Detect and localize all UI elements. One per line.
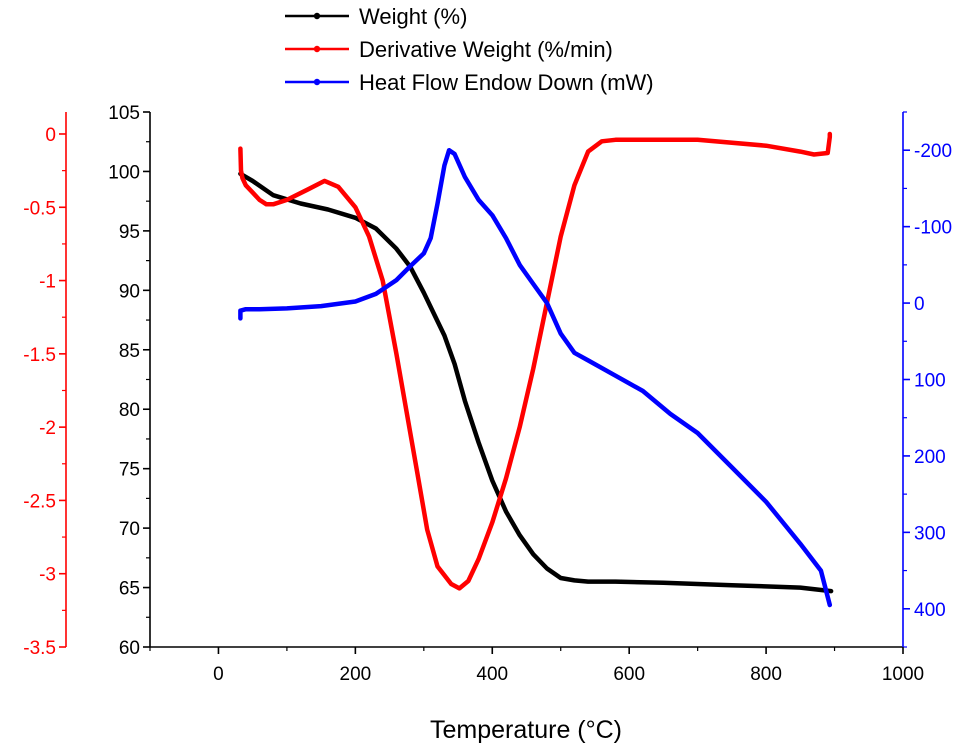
legend-heat-flow-marker [313,78,321,86]
axes-frame [149,112,903,648]
weight-tick-label: 60 [119,638,140,659]
temperature-axis: 0 200 400 600 800 1000 [149,647,924,685]
legend-derivative-weight-marker [313,45,321,53]
weight-axis: 60 65 70 75 80 85 90 95 100 105 [108,103,150,659]
legend-weight-marker [313,12,321,20]
derivative-tick-label: -0.5 [23,198,56,219]
derivative-tick-label: -1 [39,272,56,293]
heat-flow-tick-label: 0 [914,294,925,315]
weight-tick-label: 85 [119,341,140,362]
derivative-tick-label: -2.5 [23,491,56,512]
legend-weight-label: Weight (%) [359,4,467,29]
heat-flow-tick-label: 100 [914,371,946,392]
weight-tick-label: 80 [119,400,140,421]
x-tick-label: 800 [750,664,782,685]
heat-flow-tick-label: 200 [914,447,946,468]
heat-flow-tick-label: -200 [914,141,952,162]
series-layer [238,131,834,608]
x-tick-label: 0 [213,664,224,685]
x-tick-label: 400 [476,664,508,685]
derivative-axis: -3.5 -3 -2.5 -2 -1.5 -1 -0.5 0 [23,112,67,659]
heat-flow-tick-label: 300 [914,523,946,544]
x-tick-label: 200 [340,664,372,685]
derivative-tick-label: -3 [39,565,56,586]
weight-tick-label: 100 [108,162,140,183]
weight-tick-label: 105 [108,103,140,124]
legend: Weight (%) Derivative Weight (%/min) Heat … [285,4,654,95]
heat-flow-axis: -200 -100 0 100 200 300 400 [902,111,952,648]
weight-tick-label: 90 [119,281,140,302]
x-tick-label: 1000 [882,664,924,685]
weight-tick-label: 95 [119,222,140,243]
derivative-tick-label: -2 [39,418,56,439]
derivative-tick-label: -1.5 [23,345,56,366]
heat-flow-tick-label: -100 [914,218,952,239]
x-tick-label: 600 [613,664,645,685]
derivative-weight-series [238,131,833,591]
legend-derivative-weight-label: Derivative Weight (%/min) [359,37,613,62]
derivative-tick-label: 0 [45,125,56,146]
heat-flow-tick-label: 400 [914,600,946,621]
heat-flow-series [238,147,833,608]
x-axis-title: Temperature (°C) [430,716,622,744]
weight-tick-label: 70 [119,519,140,540]
weight-tick-label: 65 [119,579,140,600]
weight-series [238,171,834,594]
legend-heat-flow-label: Heat Flow Endow Down (mW) [359,70,654,95]
derivative-tick-label: -3.5 [23,638,56,659]
weight-tick-label: 75 [119,460,140,481]
